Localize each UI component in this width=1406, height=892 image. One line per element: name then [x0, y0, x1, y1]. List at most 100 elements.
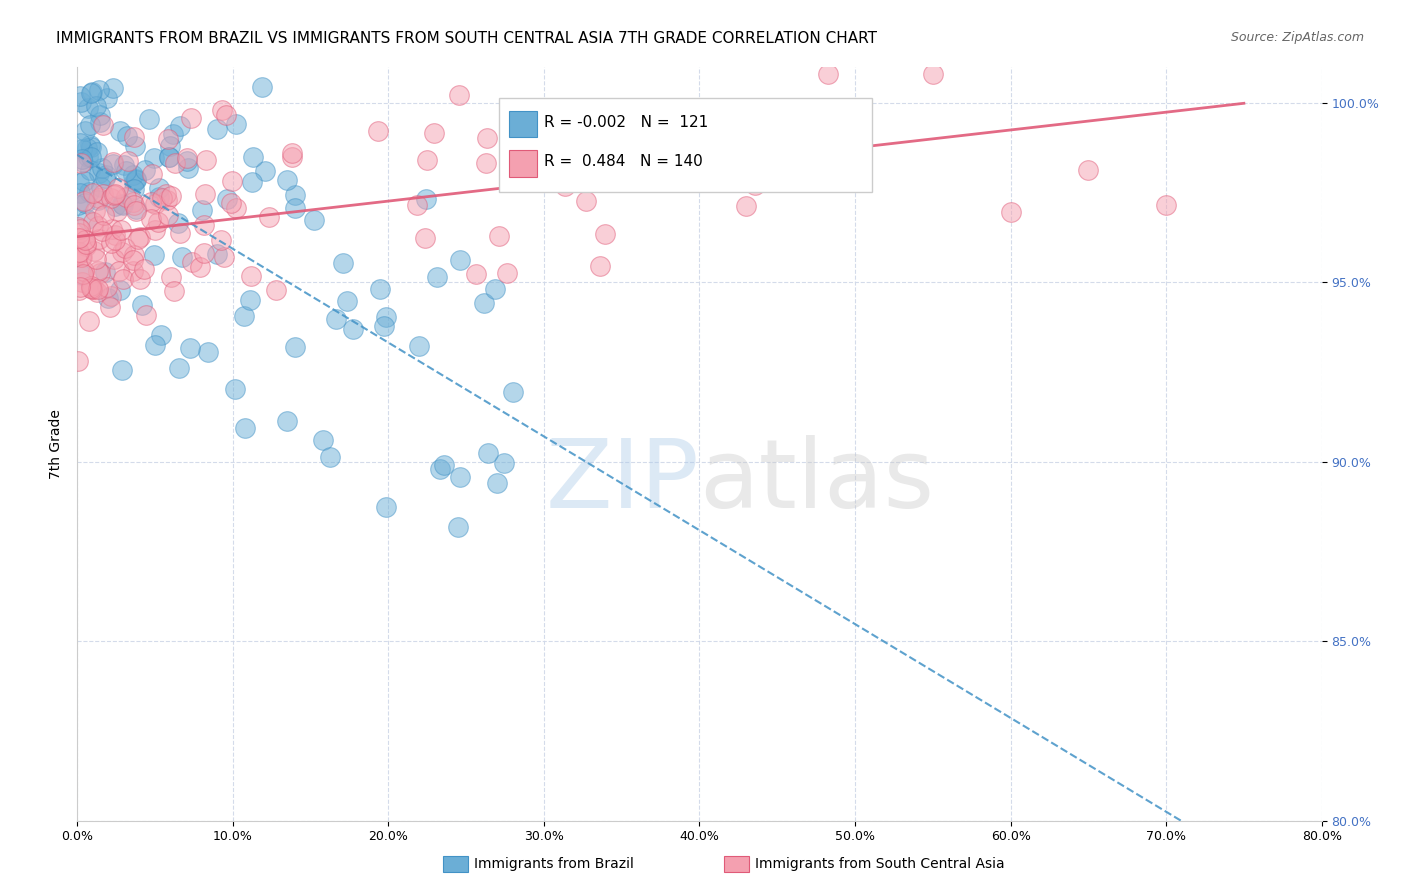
Point [122, 181, 145, 195]
Text: Source: ZipAtlas.com: Source: ZipAtlas.com [1230, 31, 1364, 45]
Point [502, 385, 524, 400]
Point [778, 135, 800, 149]
Point [104, 199, 127, 213]
Point [266, 283, 288, 297]
Text: R = -0.002   N =  121: R = -0.002 N = 121 [544, 115, 709, 129]
Point [240, 175, 263, 189]
Point [284, 340, 307, 354]
Point [257, 211, 280, 225]
Point [211, 103, 233, 118]
Point [66, 353, 89, 368]
Point [233, 421, 256, 435]
Point [325, 312, 347, 326]
Point [87, 82, 110, 96]
Point [284, 202, 307, 216]
Point [100, 191, 122, 205]
Point [488, 229, 510, 244]
Point [803, 120, 825, 134]
Point [90, 180, 112, 194]
Point [148, 189, 170, 203]
Point [96, 279, 118, 293]
Point [67, 231, 90, 245]
Point [117, 154, 139, 169]
Point [141, 167, 163, 181]
Point [472, 296, 495, 310]
Point [100, 235, 122, 250]
Point [70, 250, 93, 264]
Point [87, 193, 110, 207]
Point [73, 195, 96, 210]
Point [162, 127, 184, 141]
Point [214, 108, 236, 122]
Point [122, 169, 145, 183]
Point [582, 101, 605, 115]
Point [621, 110, 644, 124]
Point [79, 281, 101, 295]
Point [194, 153, 217, 167]
Point [145, 337, 167, 351]
Point [80, 140, 103, 154]
Point [484, 282, 506, 296]
Point [101, 222, 124, 236]
Point [449, 252, 471, 267]
Point [205, 247, 228, 261]
Point [77, 186, 100, 200]
Point [103, 188, 125, 202]
Point [209, 233, 232, 247]
Point [160, 270, 183, 285]
Text: R =  0.484   N = 140: R = 0.484 N = 140 [544, 154, 703, 169]
Point [159, 139, 181, 153]
Point [73, 264, 96, 278]
Point [131, 298, 153, 312]
Point [181, 255, 204, 269]
Point [89, 115, 111, 129]
Text: IMMIGRANTS FROM BRAZIL VS IMMIGRANTS FROM SOUTH CENTRAL ASIA 7TH GRADE CORRELATI: IMMIGRANTS FROM BRAZIL VS IMMIGRANTS FRO… [56, 31, 877, 46]
Point [67, 284, 90, 298]
Point [70, 275, 93, 289]
Point [593, 133, 616, 147]
Point [138, 112, 160, 126]
Point [72, 154, 94, 169]
Point [134, 163, 156, 178]
Point [156, 193, 179, 207]
Point [76, 211, 98, 226]
Point [108, 124, 131, 138]
Point [73, 194, 96, 208]
Point [336, 294, 359, 309]
Point [148, 181, 170, 195]
Point [127, 232, 149, 246]
Point [105, 204, 128, 219]
Point [477, 446, 499, 460]
Point [67, 220, 90, 235]
Point [212, 250, 235, 264]
Point [69, 136, 91, 150]
Point [112, 158, 135, 172]
Point [447, 519, 470, 533]
Point [157, 150, 180, 164]
Point [281, 146, 304, 161]
Point [242, 150, 264, 164]
Point [75, 237, 97, 252]
Point [73, 173, 96, 187]
Point [86, 285, 108, 299]
Point [475, 131, 498, 145]
Point [449, 470, 471, 484]
Point [122, 130, 145, 145]
Point [176, 153, 198, 168]
Point [87, 264, 110, 278]
Point [169, 119, 191, 133]
Point [94, 171, 117, 186]
Point [302, 212, 325, 227]
Point [163, 284, 186, 298]
Point [156, 132, 179, 146]
Point [69, 89, 91, 103]
Point [415, 231, 437, 245]
Point [155, 186, 177, 201]
Point [115, 190, 138, 204]
Point [191, 202, 214, 217]
Point [141, 211, 163, 226]
Point [486, 475, 509, 490]
Point [84, 98, 107, 112]
Point [225, 201, 247, 215]
Point [69, 186, 91, 201]
